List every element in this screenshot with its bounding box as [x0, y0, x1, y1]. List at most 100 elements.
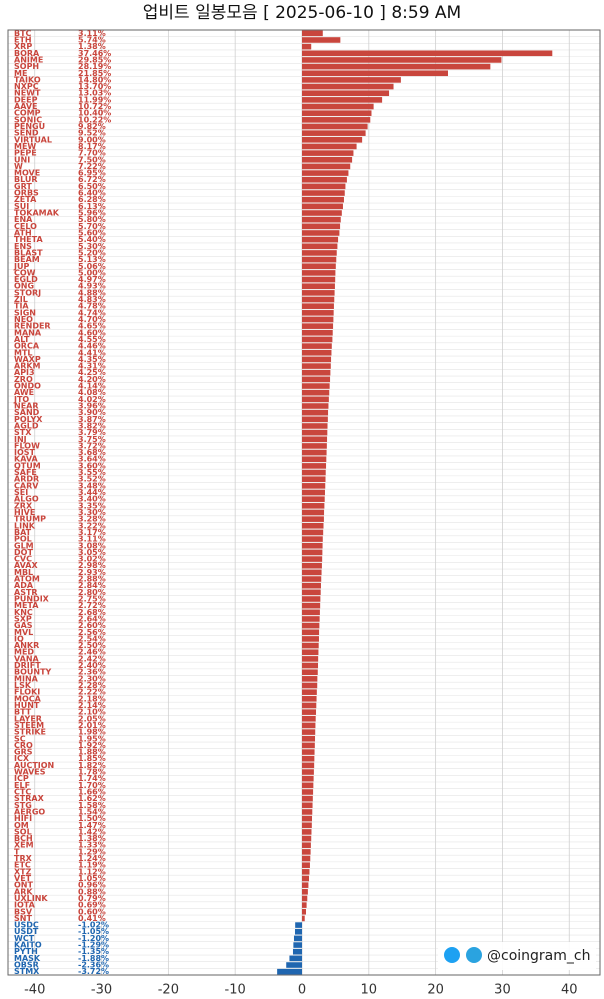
value-label: 5.20%: [78, 248, 106, 257]
value-label: 6.28%: [78, 195, 106, 204]
bar: [301, 669, 318, 675]
category-label: STX: [14, 428, 32, 437]
value-label: 2.84%: [78, 581, 106, 590]
x-tick-label: 30: [494, 983, 511, 998]
bar: [301, 616, 320, 622]
watermark-box: [438, 942, 596, 970]
category-label: FLOKI: [14, 688, 40, 697]
bar: [301, 57, 502, 63]
value-label: 1.33%: [78, 841, 106, 850]
value-label: 2.01%: [78, 721, 106, 730]
value-label: 1.19%: [78, 861, 106, 870]
category-label: PYTH: [14, 947, 38, 956]
value-label: 3.75%: [78, 435, 106, 444]
bar: [301, 542, 323, 549]
category-label: SAND: [14, 408, 40, 417]
value-label: 0.60%: [78, 907, 106, 916]
category-label: EGLD: [14, 275, 38, 284]
value-label: 1.66%: [78, 787, 106, 796]
bar: [301, 516, 324, 522]
value-label: 2.93%: [78, 568, 106, 577]
bar: [301, 256, 337, 263]
value-label: 2.88%: [78, 575, 106, 584]
value-label: 4.97%: [78, 275, 106, 284]
bar: [301, 589, 321, 596]
category-label: SOL: [14, 827, 32, 836]
bar: [301, 63, 491, 70]
value-label: 2.68%: [78, 608, 106, 617]
value-label: 14.80%: [78, 75, 111, 84]
bar: [301, 130, 366, 136]
value-label: 1.54%: [78, 807, 106, 816]
bar: [301, 889, 308, 895]
value-label: 4.93%: [78, 282, 106, 291]
bar: [286, 962, 302, 968]
category-label: MEW: [14, 142, 36, 151]
bar: [301, 749, 315, 755]
category-label: SOPH: [14, 62, 39, 71]
bar: [301, 369, 331, 376]
category-label: KNC: [14, 608, 33, 617]
bar: [301, 143, 357, 150]
value-label: 13.70%: [78, 82, 111, 91]
category-label: T: [14, 847, 20, 856]
value-label: 2.18%: [78, 694, 106, 703]
category-label: AERGO: [14, 807, 45, 816]
bar: [301, 815, 313, 822]
bar: [301, 702, 317, 709]
category-label: STMX: [14, 967, 40, 976]
bar: [301, 822, 312, 829]
value-label: 10.40%: [78, 109, 111, 118]
category-label: MVL: [14, 628, 33, 637]
category-label: SEND: [14, 129, 39, 138]
bar: [301, 489, 325, 496]
category-label: SUI: [14, 202, 29, 211]
bar: [301, 662, 319, 669]
category-label: HUNT: [14, 701, 40, 710]
bar: [301, 316, 334, 323]
value-label: 11.99%: [78, 95, 111, 104]
category-label: BOUNTY: [14, 668, 52, 677]
bar: [301, 829, 312, 835]
category-label: SXP: [14, 614, 32, 623]
value-label: 3.82%: [78, 421, 106, 430]
bar: [301, 290, 335, 296]
value-label: 37.46%: [78, 49, 111, 58]
value-label: 4.60%: [78, 328, 106, 337]
category-label: WCT: [14, 934, 35, 943]
bar: [301, 642, 319, 649]
bar: [301, 696, 317, 702]
value-label: 1.24%: [78, 854, 106, 863]
category-label: OBSR: [14, 961, 39, 970]
bar: [301, 656, 319, 662]
plot-area: -40 -30 -20 -10 0 10 20 30 40 BTC 3.11% ETH 5.74% XRP…: [7, 29, 601, 998]
bar: [301, 83, 394, 90]
bar: [301, 223, 341, 230]
category-label: BTC: [14, 29, 32, 38]
value-label: 1.70%: [78, 781, 106, 790]
value-label: 4.55%: [78, 335, 106, 344]
value-label: 0.88%: [78, 887, 106, 896]
category-label: ARKM: [14, 362, 41, 371]
category-label: PENGU: [14, 122, 45, 131]
bar: [301, 855, 311, 862]
bar: [301, 522, 324, 529]
value-label: 5.96%: [78, 209, 106, 218]
bar: [301, 562, 322, 569]
value-label: 3.35%: [78, 501, 106, 510]
value-label: 28.19%: [78, 62, 111, 71]
value-label: 2.46%: [78, 648, 106, 657]
value-label: 3.72%: [78, 441, 106, 450]
category-label: HIFI: [14, 814, 32, 823]
value-label: 0.79%: [78, 894, 106, 903]
bar: [301, 576, 322, 582]
category-label: MOCA: [14, 694, 42, 703]
x-tick-label: -40: [24, 983, 45, 998]
value-label: 5.60%: [78, 228, 106, 237]
bar: [301, 196, 344, 203]
value-label: 4.08%: [78, 388, 106, 397]
value-label: 1.82%: [78, 761, 106, 770]
value-label: 1.38%: [78, 834, 106, 843]
category-label: FLOW: [14, 441, 40, 450]
value-label: 4.65%: [78, 322, 106, 331]
